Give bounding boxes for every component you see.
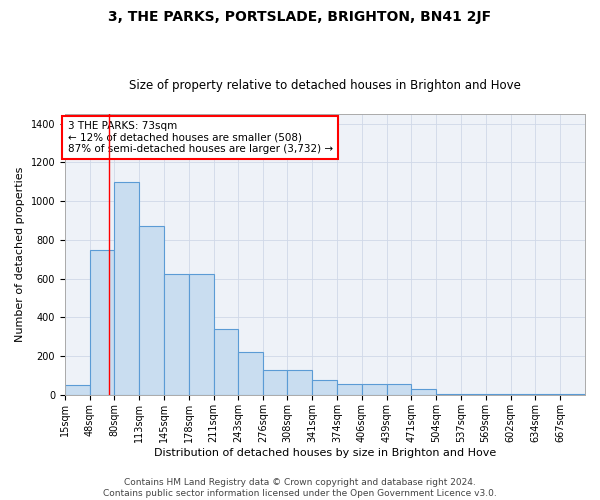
Y-axis label: Number of detached properties: Number of detached properties: [15, 167, 25, 342]
Bar: [214, 329, 238, 395]
Bar: [164, 274, 188, 395]
Bar: [337, 384, 362, 395]
Bar: [114, 182, 139, 395]
X-axis label: Distribution of detached houses by size in Brighton and Hove: Distribution of detached houses by size …: [154, 448, 496, 458]
Bar: [238, 352, 263, 395]
Text: 3, THE PARKS, PORTSLADE, BRIGHTON, BN41 2JF: 3, THE PARKS, PORTSLADE, BRIGHTON, BN41 …: [109, 10, 491, 24]
Bar: [287, 370, 313, 395]
Bar: [90, 250, 114, 395]
Text: 3 THE PARKS: 73sqm
← 12% of detached houses are smaller (508)
87% of semi-detach: 3 THE PARKS: 73sqm ← 12% of detached hou…: [68, 121, 332, 154]
Bar: [461, 394, 485, 395]
Text: Contains HM Land Registry data © Crown copyright and database right 2024.
Contai: Contains HM Land Registry data © Crown c…: [103, 478, 497, 498]
Bar: [139, 226, 164, 395]
Bar: [436, 394, 461, 395]
Bar: [535, 394, 560, 395]
Bar: [560, 394, 585, 395]
Bar: [411, 389, 436, 395]
Bar: [188, 274, 214, 395]
Bar: [65, 385, 90, 395]
Title: Size of property relative to detached houses in Brighton and Hove: Size of property relative to detached ho…: [129, 79, 521, 92]
Bar: [263, 370, 287, 395]
Bar: [485, 394, 511, 395]
Bar: [511, 394, 535, 395]
Bar: [387, 384, 411, 395]
Bar: [313, 380, 337, 395]
Bar: [362, 384, 387, 395]
